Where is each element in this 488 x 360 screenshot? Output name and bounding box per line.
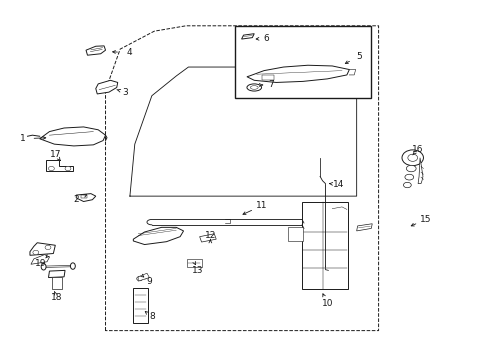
Polygon shape xyxy=(48,270,65,278)
Circle shape xyxy=(137,276,142,281)
Bar xyxy=(234,26,370,98)
Text: 14: 14 xyxy=(332,180,344,189)
Circle shape xyxy=(407,154,417,161)
Text: 19: 19 xyxy=(35,259,46,268)
Circle shape xyxy=(48,166,54,171)
Bar xyxy=(81,195,87,198)
Ellipse shape xyxy=(41,264,46,270)
Text: 18: 18 xyxy=(51,293,62,302)
Text: 4: 4 xyxy=(126,48,131,57)
Text: 5: 5 xyxy=(355,52,361,61)
Polygon shape xyxy=(86,46,105,55)
Text: 2: 2 xyxy=(73,195,79,204)
Ellipse shape xyxy=(250,86,258,89)
Ellipse shape xyxy=(406,165,415,172)
Text: 6: 6 xyxy=(263,34,269,43)
Polygon shape xyxy=(96,80,118,94)
Bar xyxy=(261,75,273,80)
Ellipse shape xyxy=(246,84,261,91)
Bar xyxy=(288,226,303,241)
Text: 12: 12 xyxy=(204,231,216,240)
Text: 11: 11 xyxy=(255,201,267,210)
Text: 8: 8 xyxy=(149,312,154,321)
Circle shape xyxy=(65,166,71,171)
Text: 13: 13 xyxy=(192,266,203,275)
Polygon shape xyxy=(199,234,216,242)
Text: 17: 17 xyxy=(50,150,61,159)
Polygon shape xyxy=(138,273,149,281)
Text: 1: 1 xyxy=(20,134,25,143)
Text: 15: 15 xyxy=(419,215,431,224)
Ellipse shape xyxy=(404,174,413,180)
Polygon shape xyxy=(76,194,96,202)
Bar xyxy=(186,259,201,267)
Polygon shape xyxy=(40,127,105,146)
Bar xyxy=(133,288,148,323)
Polygon shape xyxy=(246,65,348,82)
Polygon shape xyxy=(356,224,371,231)
Polygon shape xyxy=(45,160,73,171)
Text: 7: 7 xyxy=(268,81,274,90)
Ellipse shape xyxy=(70,263,75,269)
Ellipse shape xyxy=(403,182,410,188)
Polygon shape xyxy=(241,34,254,39)
Polygon shape xyxy=(52,277,61,289)
Bar xyxy=(302,202,347,289)
Circle shape xyxy=(45,245,51,249)
Text: 10: 10 xyxy=(321,299,332,308)
Text: 16: 16 xyxy=(411,145,423,154)
Polygon shape xyxy=(31,255,49,264)
Text: 9: 9 xyxy=(146,276,152,285)
Circle shape xyxy=(401,150,423,166)
Circle shape xyxy=(143,276,147,279)
Circle shape xyxy=(33,250,39,255)
Polygon shape xyxy=(133,227,183,244)
Text: 3: 3 xyxy=(122,87,128,96)
Polygon shape xyxy=(417,158,422,184)
Polygon shape xyxy=(30,243,55,255)
